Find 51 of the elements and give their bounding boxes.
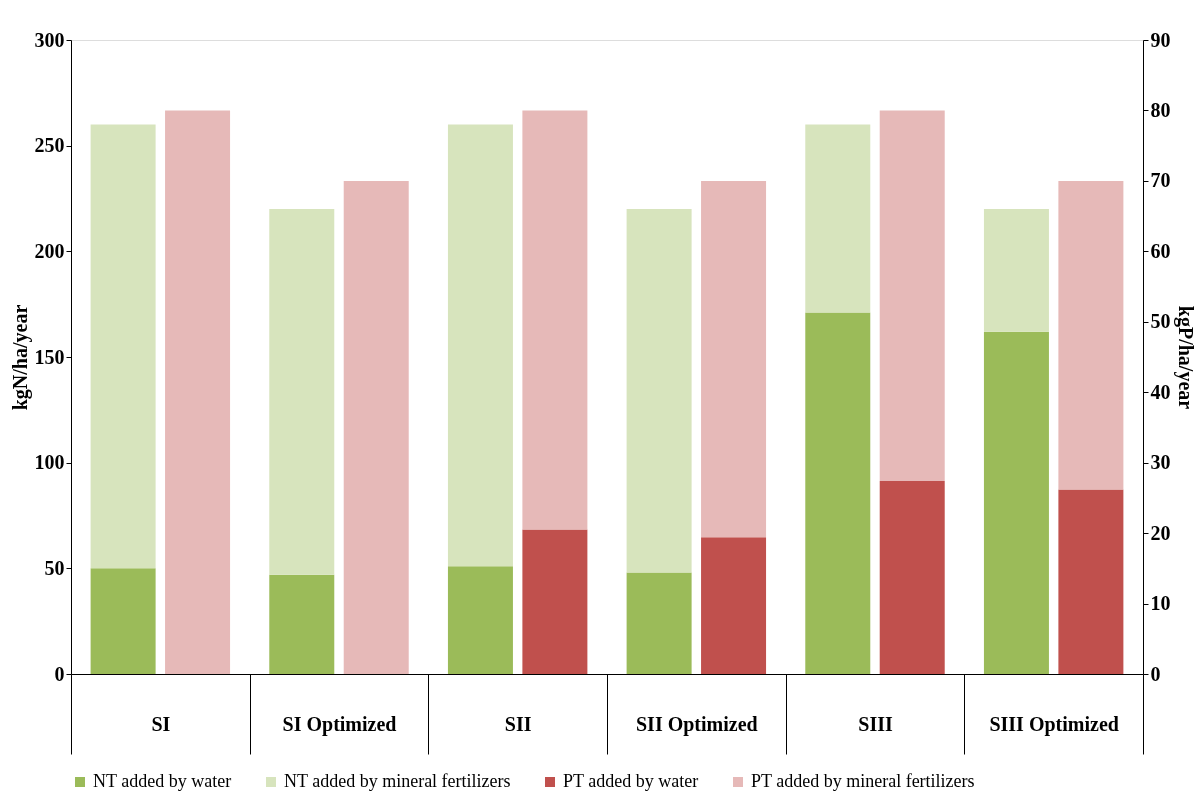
bar	[626, 209, 692, 573]
bar	[522, 110, 588, 530]
y2-tick-label: 40	[1150, 380, 1171, 403]
y2-tick-label: 90	[1150, 28, 1171, 51]
y2-tick-label: 50	[1150, 310, 1171, 333]
x-tick-label: SIII	[858, 712, 893, 735]
y2-tick-label: 20	[1150, 521, 1171, 544]
legend-label: NT added by water	[93, 771, 232, 791]
y2-tick-label: 70	[1150, 169, 1171, 192]
bar	[343, 180, 409, 674]
y-tick-label: 200	[34, 239, 65, 262]
bar	[269, 209, 335, 575]
bar	[1058, 180, 1124, 490]
x-tick-label: SII Optimized	[635, 712, 758, 736]
x-tick-label: SI Optimized	[282, 712, 397, 736]
bar	[879, 110, 945, 481]
bar	[90, 568, 156, 674]
x-tick-label: SII	[504, 712, 532, 735]
bar	[701, 537, 767, 674]
legend-label: PT added by water	[563, 771, 699, 791]
y2-axis-title: kgP/ha/year	[1173, 305, 1197, 410]
bar	[983, 209, 1049, 332]
bar	[447, 566, 513, 674]
y-axis-title: kgN/ha/year	[8, 304, 32, 411]
y2-tick-label: 10	[1150, 592, 1171, 615]
bar	[879, 480, 945, 674]
y2-tick-label: 80	[1150, 98, 1171, 121]
bar	[805, 124, 871, 313]
x-tick-label: SI	[151, 712, 171, 735]
y2-tick-label: 0	[1150, 662, 1161, 685]
y-tick-label: 50	[44, 556, 65, 579]
bar	[1058, 489, 1124, 674]
bar	[522, 529, 588, 674]
bar	[447, 124, 513, 567]
bar	[983, 331, 1049, 674]
y-tick-label: 150	[34, 345, 65, 368]
bar	[90, 124, 156, 569]
bar	[269, 574, 335, 674]
bar	[165, 110, 231, 674]
y-tick-label: 0	[54, 662, 65, 685]
y2-tick-label: 60	[1150, 239, 1171, 262]
y-tick-label: 100	[34, 451, 65, 474]
x-tick-label: SIII Optimized	[989, 712, 1119, 736]
y2-tick-label: 30	[1150, 451, 1171, 474]
y-tick-label: 300	[34, 28, 65, 51]
legend-label: NT added by mineral fertilizers	[284, 771, 511, 791]
bar	[701, 180, 767, 538]
bar	[626, 572, 692, 674]
legend-label: PT added by mineral fertilizers	[751, 771, 975, 791]
bar	[805, 312, 871, 674]
y-tick-label: 250	[34, 134, 65, 157]
